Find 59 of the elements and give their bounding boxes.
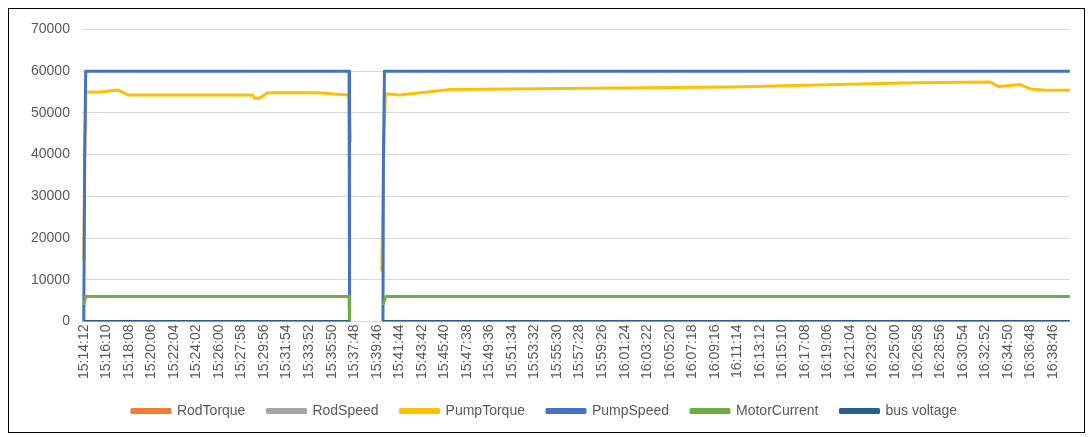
x-tick-label: 15:43:42 (412, 324, 429, 379)
x-tick-label: 15:53:32 (525, 324, 542, 379)
x-tick-label: 16:36:48 (1021, 324, 1038, 379)
x-tick-label: 15:59:26 (592, 324, 609, 379)
x-tick-label: 15:41:44 (390, 324, 407, 379)
x-tick-label: 16:05:20 (660, 324, 677, 379)
x-tick-label: 15:27:58 (232, 324, 249, 379)
x-tick-label: 15:14:12 (74, 324, 91, 379)
y-tick-label: 50000 (30, 103, 71, 120)
legend-label: PumpTorque (445, 401, 526, 418)
x-tick-label: 15:57:28 (570, 324, 587, 379)
x-tick-label: 16:30:54 (953, 324, 970, 379)
x-tick-label: 16:38:46 (1043, 324, 1060, 379)
x-tick-label: 16:03:22 (638, 324, 655, 379)
x-tick-label: 16:09:16 (705, 324, 722, 379)
x-tick-label: 15:20:06 (142, 324, 159, 379)
x-tick-label: 16:32:52 (976, 324, 993, 379)
x-tick-label: 16:17:08 (795, 324, 812, 379)
x-tick-label: 15:24:02 (187, 324, 204, 379)
x-tick-label: 15:47:38 (457, 324, 474, 379)
y-tick-label: 20000 (30, 228, 71, 245)
x-tick-label: 15:39:46 (367, 324, 384, 379)
y-tick-label: 30000 (30, 187, 71, 204)
legend-label: RodSpeed (312, 401, 379, 418)
x-tick-label: 15:31:54 (277, 324, 294, 379)
y-tick-label: 0 (62, 312, 71, 329)
x-tick-label: 16:25:00 (885, 324, 902, 379)
y-tick-label: 60000 (30, 61, 71, 78)
y-tick-label: 70000 (30, 20, 71, 37)
x-tick-label: 15:37:48 (345, 324, 362, 379)
legend-label: RodTorque (176, 401, 246, 418)
x-tick-label: 15:26:00 (209, 324, 226, 379)
x-tick-label: 15:33:52 (300, 324, 316, 379)
x-tick-label: 15:18:08 (119, 324, 136, 379)
x-tick-label: 15:35:50 (322, 324, 339, 379)
x-tick-label: 16:07:18 (683, 324, 700, 379)
x-tick-label: 16:01:24 (615, 324, 632, 379)
x-tick-label: 15:49:36 (480, 324, 497, 379)
x-tick-label: 15:16:10 (97, 324, 114, 379)
x-tick-label: 16:19:06 (818, 324, 835, 379)
frame: RodTorque RodSpeed PumpTorque PumpSpeed MotorCurrent bus voltage 15:14:12 15:16:10 15:18:08 15:20:06 15:22:04 15:24:02 15:26:00 15:27:58 15:29:56 15:31:54 15:33:52 15:35:50 15:37:48 15:39:46 15:41:44 15:43:42 15:45:40 15:47:38 15:49:36 15:51:34 15:53:32 15:55:30 15:57:28 15:59:26 16:01:24 16:03:22 16:05:20 16:07:18 16:09:16 16:11:14 16:13:12 16:15:10 16:17:08 16:19:06 16:21:04 16:23:02 16:25:00 16:26:58 16:28:56 16:30:54 16:32:52 16:34:50 16:36:48 16:38:46 0 10000 20000 30000 40000 50000 60000 70000 (8, 8, 1085, 433)
y-tick-label: 40000 (30, 145, 71, 162)
x-tick-label: 16:13:12 (750, 324, 767, 379)
x-tick-label: 15:45:40 (435, 324, 452, 379)
x-tick-label: 16:15:10 (773, 324, 790, 379)
legend-label: PumpSpeed (591, 401, 670, 418)
x-tick-label: 15:22:04 (164, 324, 181, 379)
x-tick-label: 15:55:30 (547, 324, 564, 379)
x-tick-label: 16:23:02 (863, 324, 880, 379)
x-tick-label: 16:11:14 (728, 324, 745, 378)
x-tick-label: 16:34:50 (998, 324, 1015, 379)
x-tick-label: 15:29:56 (254, 324, 271, 379)
x-tick-label: 16:21:04 (840, 324, 857, 379)
legend-label: bus voltage (885, 401, 958, 418)
x-tick-label: 16:26:58 (908, 324, 925, 379)
x-tick-label: 16:28:56 (931, 324, 948, 379)
y-tick-label: 10000 (30, 270, 71, 287)
legend-label: MotorCurrent (736, 401, 819, 418)
x-tick-label: 15:51:34 (502, 324, 519, 379)
